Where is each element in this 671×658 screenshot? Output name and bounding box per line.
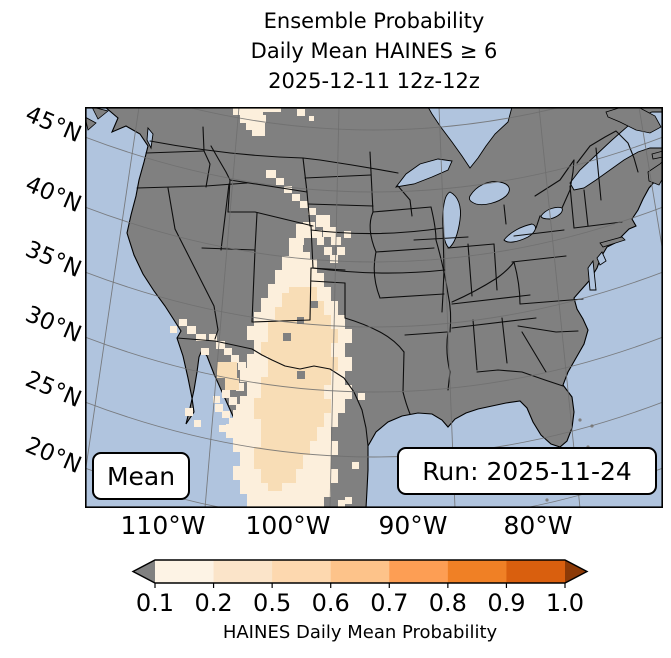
lat-tick-label: 20°N: [21, 432, 86, 479]
colorbar-under-arrow: [133, 560, 155, 583]
colorbar-tick-label: 1.0: [545, 589, 585, 617]
run-date-label: Run: 2025-11-24: [422, 456, 632, 486]
map-frame: [85, 107, 663, 508]
lon-tick-label: 110°W: [120, 511, 206, 540]
lon-tick-label: 90°W: [378, 511, 448, 540]
forecast-map: [85, 107, 663, 508]
lat-tick-label: 30°N: [21, 301, 86, 348]
colorbar-tick-label: 0.6: [311, 589, 350, 617]
colorbar-tick-label: 0.5: [253, 589, 292, 617]
title-line-3: 2025-12-11 12z-12z: [268, 69, 480, 93]
colorbar-tick-label: 0.1: [135, 589, 175, 617]
probability-patches: [170, 107, 365, 508]
colorbar-caption: HAINES Daily Mean Probability: [222, 622, 498, 643]
state-borders: [136, 126, 639, 447]
colorbar-tick-label: 0.2: [194, 589, 233, 617]
mean-badge-label: Mean: [106, 461, 176, 491]
lat-tick-label: 40°N: [21, 171, 86, 218]
title-line-1: Ensemble Probability: [263, 9, 485, 33]
colorbar: [131, 559, 589, 588]
lat-tick-label: 45°N: [21, 101, 86, 148]
figure-title: Ensemble Probability Daily Mean HAINES ≥…: [85, 6, 663, 96]
title-line-2: Daily Mean HAINES ≥ 6: [250, 39, 498, 63]
lon-tick-label: 80°W: [503, 511, 573, 540]
colorbar-tick-label: 0.8: [428, 589, 467, 617]
lat-tick-label: 25°N: [21, 366, 86, 413]
colorbar-segments: [155, 560, 566, 583]
run-date-badge: Run: 2025-11-24: [397, 447, 657, 495]
mean-badge: Mean: [92, 452, 190, 500]
lat-tick-label: 35°N: [21, 236, 86, 283]
lon-tick-label: 100°W: [245, 511, 331, 540]
colorbar-tick-label: 0.7: [370, 589, 409, 617]
colorbar-over-arrow: [565, 560, 587, 583]
colorbar-ticks: [154, 583, 566, 588]
colorbar-tick-label: 0.9: [487, 589, 526, 617]
